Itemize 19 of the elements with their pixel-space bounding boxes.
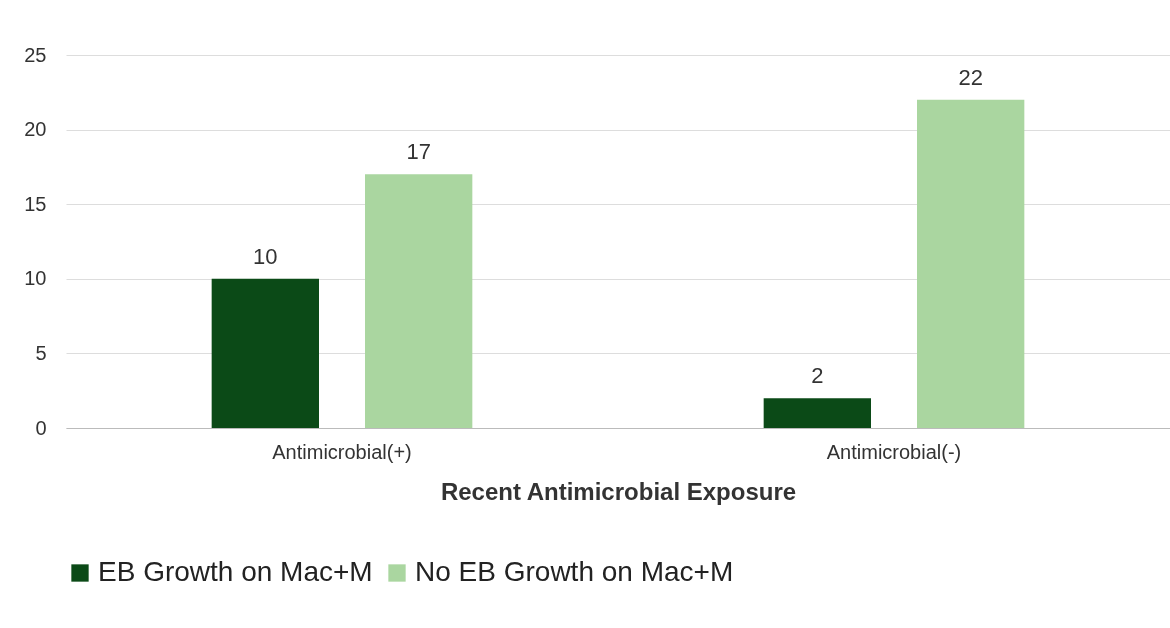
- data-label: 22: [958, 64, 983, 90]
- y-tick-label: 20: [24, 118, 47, 141]
- y-tick-label: 10: [24, 267, 47, 290]
- bar: [763, 398, 871, 428]
- y-tick-label: 15: [24, 192, 47, 215]
- x-tick-label: Antimicrobial(-): [826, 440, 962, 463]
- bar: [917, 99, 1025, 428]
- legend-label: EB Growth on Mac+M: [98, 556, 373, 587]
- y-tick-label: 0: [35, 416, 47, 439]
- y-tick-label: 5: [35, 341, 47, 364]
- x-tick-label: Antimicrobial(+): [272, 440, 412, 463]
- data-label: 10: [253, 243, 278, 269]
- data-label: 2: [811, 363, 824, 389]
- bar: [211, 278, 319, 428]
- x-axis-title: Recent Antimicrobial Exposure: [440, 477, 797, 505]
- bar: [365, 174, 473, 428]
- y-tick-label: 25: [24, 43, 47, 66]
- data-label: 17: [406, 139, 431, 165]
- legend-label: No EB Growth on Mac+M: [415, 556, 734, 587]
